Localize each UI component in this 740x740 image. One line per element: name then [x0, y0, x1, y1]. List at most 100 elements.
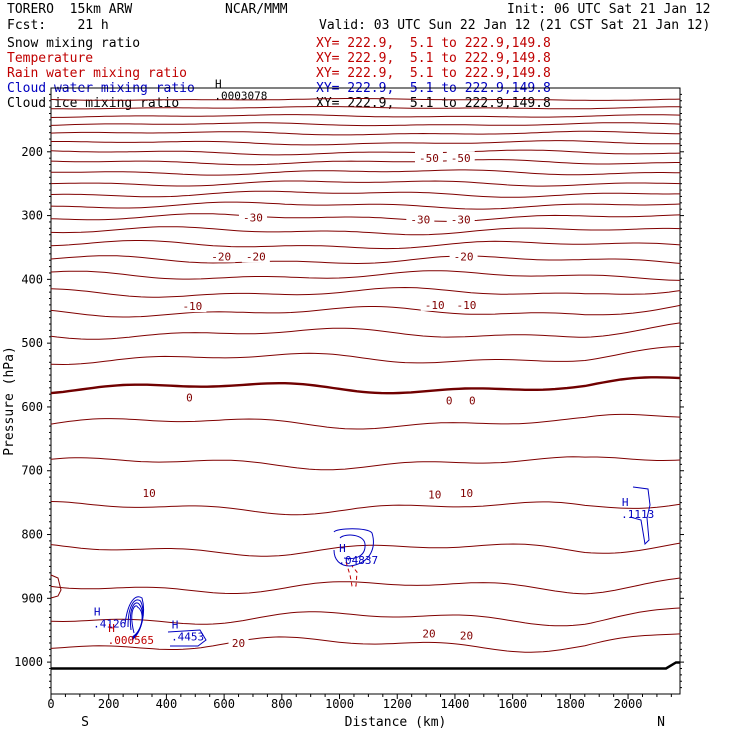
isotherm-line [51, 255, 680, 265]
extremum-value: .0003078 [214, 89, 267, 102]
isotherm-line [51, 501, 680, 516]
isotherm-label-bg [466, 393, 479, 407]
init-time: Init: 06 UTC Sat 21 Jan 12 [507, 2, 711, 17]
cloud-water-contour [629, 486, 651, 546]
isotherm-label: -20 [246, 250, 266, 263]
isotherm-label-bg [449, 249, 478, 263]
extremum-value: .4453 [171, 630, 204, 643]
x-tick-label: 2000 [614, 697, 643, 711]
isotherm-label: 10 [428, 488, 441, 501]
x-tick-label: 400 [156, 697, 178, 711]
legend-snow-xy: XY= 222.9, 5.1 to 222.9,149.8 [316, 36, 551, 51]
isotherm-label-bg [443, 393, 456, 407]
extremum-value: .000565 [108, 634, 154, 647]
isotherm-label-bg [414, 151, 443, 165]
isotherm-label-bg [183, 390, 196, 404]
isotherm-line [51, 140, 680, 146]
isotherm-line [51, 577, 680, 595]
isotherm-label-bg [207, 249, 236, 263]
isotherm-line [51, 114, 680, 118]
isotherm-line [51, 633, 680, 653]
extremum-value: .4126 [93, 618, 126, 631]
legend-temperature-label: Temperature [7, 51, 94, 66]
y-tick-label: 400 [21, 272, 43, 286]
isotherm-line [51, 98, 680, 101]
x-end-label-left: S [81, 715, 89, 730]
isotherm-line [51, 240, 680, 250]
isotherm-label: 20 [232, 637, 245, 650]
isotherm-line [51, 345, 680, 366]
isotherm-line [51, 270, 680, 281]
isotherm-label: 0 [469, 395, 476, 408]
legend-rain-xy: XY= 222.9, 5.1 to 222.9,149.8 [316, 66, 551, 81]
surface-line [51, 661, 680, 670]
isotherm-line [51, 542, 680, 557]
cloud-water-contour [339, 534, 366, 559]
isotherm-line [51, 169, 680, 176]
isotherm-label-bg [228, 635, 249, 649]
isotherm-line [51, 130, 680, 136]
x-tick-label: 1400 [440, 697, 469, 711]
x-tick-label: 1200 [383, 697, 412, 711]
legend-snow-label: Snow mixing ratio [7, 36, 141, 51]
isotherm-label-bg [446, 212, 475, 226]
isotherm-label: -30 [451, 213, 471, 226]
edge-contour [50, 574, 62, 599]
isotherm-label-bg [139, 486, 160, 500]
x-tick-label: 1800 [556, 697, 585, 711]
cloud-water-contour [333, 528, 374, 567]
isotherm-label-bg [420, 297, 449, 311]
y-tick-label: 900 [21, 591, 43, 605]
extremum-value: .1113 [621, 508, 654, 521]
model-title: TORERO 15km ARW [7, 2, 133, 17]
isotherm-label: -10 [457, 299, 477, 312]
isotherm-line [51, 413, 680, 430]
isotherm-label: 10 [460, 487, 473, 500]
x-tick-label: 1600 [498, 697, 527, 711]
isotherm-label: -10 [182, 300, 202, 313]
isotherm-label-bg [178, 299, 207, 313]
isotherm-line [51, 376, 680, 395]
isotherm-label-bg [238, 210, 267, 224]
isotherm-label-bg [418, 626, 439, 640]
isotherm-line [51, 190, 680, 198]
x-tick-label: 800 [271, 697, 293, 711]
legend-rain-label: Rain water mixing ratio [7, 66, 188, 81]
y-tick-label: 600 [21, 400, 43, 414]
isotherm-label-bg [452, 297, 481, 311]
y-axis-label: Pressure (hPa) [2, 346, 17, 456]
org-label: NCAR/MMM [225, 2, 288, 17]
isotherm-label: -30 [410, 213, 430, 226]
isotherm-line [51, 106, 680, 110]
isotherm-line [51, 226, 680, 236]
isotherm-line [51, 201, 680, 210]
isotherm-label-bg [424, 487, 445, 501]
x-tick-label: 0 [47, 697, 54, 711]
extremum-marker: H [94, 606, 101, 619]
isotherm-label: 20 [422, 627, 435, 640]
y-tick-label: 500 [21, 336, 43, 350]
x-end-label-right: N [657, 715, 665, 730]
isotherm-label: -10 [425, 299, 445, 312]
isotherm-label-bg [406, 212, 435, 226]
isotherm-label: 10 [142, 487, 155, 500]
forecast-hour: Fcst: 21 h [7, 18, 109, 33]
extremum-marker: H [215, 77, 222, 90]
isotherm-line [51, 159, 680, 166]
x-axis-label: Distance (km) [345, 715, 447, 730]
isotherm-label: 0 [186, 391, 193, 404]
isotherm-label: -50 [419, 152, 439, 165]
x-tick-label: 1000 [325, 697, 354, 711]
y-tick-label: 700 [21, 464, 43, 478]
y-tick-label: 300 [21, 209, 43, 223]
x-tick-label: 600 [213, 697, 235, 711]
isotherm-label: 0 [446, 395, 453, 408]
cloud-water-contour [131, 605, 143, 638]
isotherm-label-bg [446, 151, 475, 165]
x-tick-label: 200 [98, 697, 120, 711]
isotherm-label-bg [456, 486, 477, 500]
y-tick-label: 200 [21, 145, 43, 159]
isotherm-line [51, 122, 680, 127]
isotherm-label: -30 [243, 211, 263, 224]
